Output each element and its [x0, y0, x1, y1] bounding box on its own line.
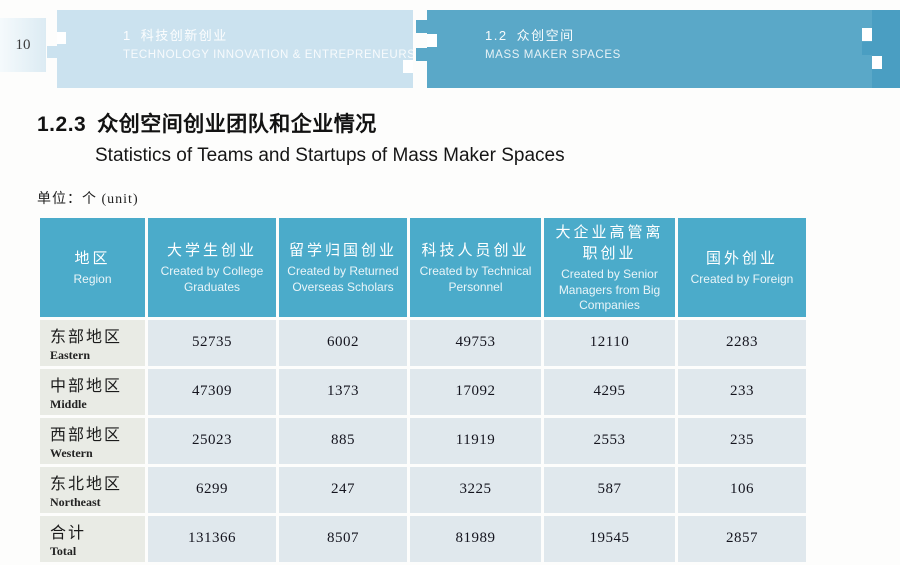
region-cell: 西部地区 Western: [40, 417, 145, 464]
table-body: 东部地区 Eastern 52735 6002 49753 12110 2283…: [40, 319, 806, 562]
chapter-title-en: TECHNOLOGY INNOVATION & ENTREPRENEURSHIP: [123, 49, 437, 61]
puzzle-notch: [403, 60, 413, 73]
value-cell: 49753: [410, 319, 541, 366]
value-cell: 2553: [544, 417, 675, 464]
value-cell: 885: [279, 417, 407, 464]
puzzle-notch: [57, 32, 66, 44]
table-row-total: 合计 Total 131366 8507 81989 19545 2857: [40, 515, 806, 562]
value-cell: 3225: [410, 466, 541, 513]
value-cell: 6299: [148, 466, 276, 513]
value-cell: 2283: [678, 319, 806, 366]
col-header-en: Created by Technical Personnel: [419, 264, 532, 294]
section-heading: 1.2.3 众创空间创业团队和企业情况: [37, 108, 900, 138]
value-cell: 4295: [544, 368, 675, 415]
region-zh: 合计: [50, 524, 87, 542]
value-cell: 17092: [410, 368, 541, 415]
col-header-zh: 地区: [74, 250, 111, 268]
value-cell: 235: [678, 417, 806, 464]
col-header-technical: 科技人员创业 Created by Technical Personnel: [410, 218, 541, 317]
section-title-zh-text: 众创空间: [516, 28, 575, 43]
page-header-band: 10 1 科技创新创业 TECHNOLOGY INNOVATION & ENTRE…: [0, 0, 900, 92]
col-header-foreign: 国外创业 Created by Foreign: [678, 218, 806, 317]
puzzle-notch: [47, 46, 57, 58]
region-en: Total: [50, 543, 77, 558]
value-cell: 25023: [148, 417, 276, 464]
puzzle-notch: [862, 28, 872, 41]
region-zh: 西部地区: [50, 426, 123, 444]
chapter-banner: 1 科技创新创业 TECHNOLOGY INNOVATION & ENTREPRE…: [57, 10, 437, 88]
value-cell: 8507: [279, 515, 407, 562]
table-header-row: 地区 Region 大学生创业 Created by College Gradu…: [40, 218, 806, 317]
col-header-en: Created by Foreign: [690, 272, 794, 287]
statistics-table: 地区 Region 大学生创业 Created by College Gradu…: [37, 215, 809, 565]
col-header-region: 地区 Region: [40, 218, 145, 317]
value-cell: 81989: [410, 515, 541, 562]
section-title-zh: 1.2 众创空间: [485, 25, 900, 44]
region-en: Northeast: [50, 494, 101, 509]
value-cell: 233: [678, 368, 806, 415]
puzzle-notch: [427, 34, 437, 47]
section-banner-number: 1.2: [485, 28, 508, 43]
table-row-middle: 中部地区 Middle 47309 1373 17092 4295 233: [40, 368, 806, 415]
col-header-en: Region: [73, 272, 112, 287]
col-header-zh: 留学归国创业: [288, 242, 397, 260]
region-cell: 东部地区 Eastern: [40, 319, 145, 366]
col-header-zh: 大企业高管离职创业: [555, 224, 664, 262]
value-cell: 47309: [148, 368, 276, 415]
region-zh: 东北地区: [50, 475, 123, 493]
col-header-en: Created by Senior Managers from Big Comp…: [558, 267, 661, 313]
col-header-college: 大学生创业 Created by College Graduates: [148, 218, 276, 317]
col-header-zh: 国外创业: [705, 250, 778, 268]
col-header-en: Created by Returned Overseas Scholars: [287, 264, 399, 294]
value-cell: 6002: [279, 319, 407, 366]
region-en: Eastern: [50, 347, 90, 362]
section-heading-zh: 众创空间创业团队和企业情况: [97, 113, 377, 136]
value-cell: 12110: [544, 319, 675, 366]
puzzle-notch: [872, 56, 882, 69]
value-cell: 131366: [148, 515, 276, 562]
table-header: 地区 Region 大学生创业 Created by College Gradu…: [40, 218, 806, 317]
page-content: 1.2.3 众创空间创业团队和企业情况 Statistics of Teams a…: [0, 108, 900, 565]
table-row-eastern: 东部地区 Eastern 52735 6002 49753 12110 2283: [40, 319, 806, 366]
section-heading-number: 1.2.3: [37, 113, 87, 136]
col-header-senior-managers: 大企业高管离职创业 Created by Senior Managers fro…: [544, 218, 675, 317]
region-cell: 中部地区 Middle: [40, 368, 145, 415]
value-cell: 2857: [678, 515, 806, 562]
value-cell: 52735: [148, 319, 276, 366]
region-cell: 东北地区 Northeast: [40, 466, 145, 513]
puzzle-notch: [416, 48, 427, 61]
region-en: Middle: [50, 396, 87, 411]
section-title-en: MASS MAKER SPACES: [485, 49, 621, 61]
value-cell: 1373: [279, 368, 407, 415]
col-header-en: Created by College Graduates: [160, 264, 264, 294]
col-header-overseas: 留学归国创业 Created by Returned Overseas Scho…: [279, 218, 407, 317]
region-zh: 东部地区: [50, 328, 123, 346]
col-header-zh: 科技人员创业: [421, 242, 530, 260]
section-heading-en: Statistics of Teams and Startups of Mass…: [95, 145, 565, 166]
chapter-number: 1: [123, 28, 132, 43]
value-cell: 11919: [410, 417, 541, 464]
unit-label: 单位：个 (unit): [37, 192, 139, 207]
value-cell: 587: [544, 466, 675, 513]
banner-edge-block: [872, 10, 900, 88]
table-row-northeast: 东北地区 Northeast 6299 247 3225 587 106: [40, 466, 806, 513]
chapter-title-zh-text: 科技创新创业: [140, 28, 228, 43]
section-banner: 1.2 众创空间 MASS MAKER SPACES: [427, 10, 900, 88]
puzzle-notch: [416, 20, 427, 33]
table-row-western: 西部地区 Western 25023 885 11919 2553 235: [40, 417, 806, 464]
value-cell: 19545: [544, 515, 675, 562]
page-number: 10: [0, 18, 46, 72]
puzzle-notch: [862, 42, 872, 55]
value-cell: 247: [279, 466, 407, 513]
value-cell: 106: [678, 466, 806, 513]
col-header-zh: 大学生创业: [166, 242, 257, 260]
region-zh: 中部地区: [50, 377, 123, 395]
region-cell: 合计 Total: [40, 515, 145, 562]
region-en: Western: [50, 445, 93, 460]
chapter-title-zh: 1 科技创新创业: [123, 25, 413, 44]
